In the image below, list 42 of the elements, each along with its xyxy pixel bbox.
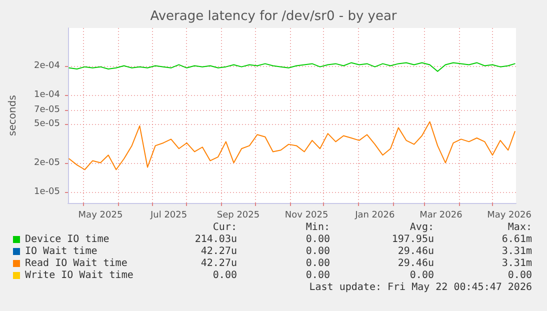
text: 0.00	[306, 234, 330, 246]
y-tick-label: 2e-04	[34, 60, 60, 71]
text: 29.46u	[398, 246, 434, 258]
text: 214.03u	[194, 234, 237, 246]
x-tick-label: Jul 2025	[149, 210, 188, 220]
line-series	[68, 62, 516, 72]
text: 3.31m	[502, 246, 532, 258]
text: Last update: Fri May 22 00:45:47 2026	[309, 282, 532, 294]
text: 197.95u	[392, 234, 434, 246]
text: 29.46u	[398, 258, 434, 270]
legend-label: Device IO time	[25, 234, 110, 246]
text: 0.00	[306, 246, 330, 258]
x-tick-label: Jan 2026	[354, 210, 395, 220]
legend-label: Read IO Wait time	[25, 258, 128, 270]
y-tick-label: 7e-05	[34, 104, 60, 115]
text: 0.00	[212, 270, 237, 282]
text: 0.00	[306, 258, 330, 270]
text: 42.27u	[200, 258, 237, 270]
x-tick-label: Nov 2025	[284, 210, 328, 220]
y-axis-title: seconds	[8, 95, 18, 136]
line-series	[68, 121, 516, 170]
y-tick-label: 2e-05	[34, 158, 60, 168]
text: 0.00	[306, 270, 330, 282]
x-tick-label: May 2025	[78, 210, 123, 220]
x-tick-label: Sep 2025	[216, 210, 260, 220]
text: 3.31m	[502, 258, 532, 270]
text: Cur:	[212, 222, 237, 234]
legend-label: Write IO Wait time	[25, 270, 134, 282]
legend-label: IO Wait time	[25, 246, 98, 258]
text: 42.27u	[200, 246, 237, 258]
text: 0.00	[410, 270, 434, 282]
y-tick-label: 1e-05	[34, 186, 60, 197]
text: Max:	[508, 222, 532, 234]
text: 6.61m	[502, 234, 532, 246]
x-tick-label: Mar 2026	[420, 210, 463, 220]
x-tick-label: May 2026	[487, 210, 532, 220]
y-tick-label: 5e-05	[34, 119, 60, 130]
text: Avg:	[410, 222, 434, 234]
text: Min:	[306, 222, 330, 234]
chart-title: Average latency for /dev/sr0 - by year	[150, 9, 398, 24]
text: 0.00	[508, 270, 532, 282]
y-tick-label: 1e-04	[34, 90, 60, 100]
